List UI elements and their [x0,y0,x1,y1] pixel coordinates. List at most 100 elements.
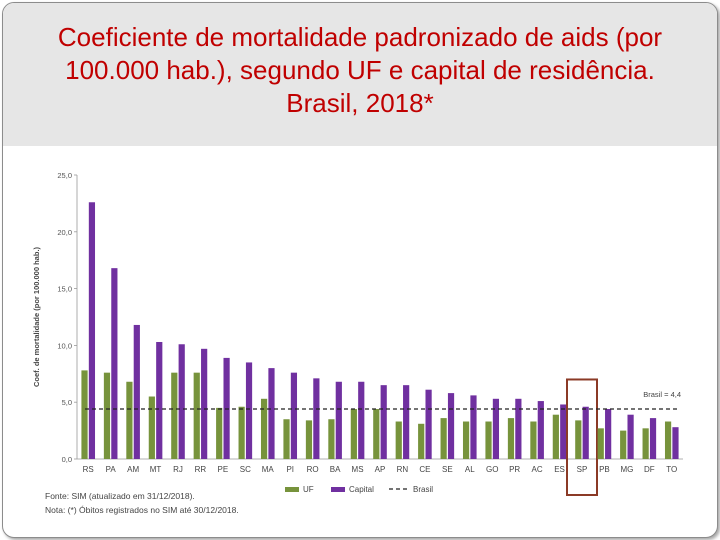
bar-uf-ce [418,423,425,459]
bar-capital-to [672,427,679,459]
bar-capital-ce [425,389,432,459]
bar-uf-sp [575,420,582,459]
bar-capital-pr [515,398,522,459]
bar-uf-rj [171,372,178,459]
x-tick-label: AL [465,465,475,474]
bar-chart: 0,0 5,0 10,0 15,0 20,0 25,0 Coef. de mortalida… [32,171,683,496]
bar-capital-ba [335,381,342,459]
x-tick-label: SP [577,465,588,474]
bar-uf-to [664,421,672,459]
x-tick-label: GO [486,465,498,474]
x-tick-label: SE [442,465,453,474]
x-tick-label: TO [666,465,677,474]
bar-uf-ro [305,420,313,459]
bar-uf-mt [148,396,155,459]
x-tick-label: BA [330,465,341,474]
x-tick-label: CE [419,465,430,474]
bar-capital-rs [88,202,96,459]
legend-swatch-capital [331,487,345,492]
bar-capital-se [447,393,455,459]
x-tick-label: RR [195,465,207,474]
x-tick-label: MA [262,465,275,474]
bar-uf-ap [373,409,380,459]
bar-uf-ms [350,409,357,459]
bar-capital-pi [290,372,298,459]
bar-capital-ap [380,385,387,459]
bar-uf-es [552,414,559,459]
source-note: Fonte: SIM (atualizado em 31/12/2018). [45,491,195,501]
x-tick-label: PE [218,465,229,474]
bar-capital-df [649,418,657,459]
bar-capital-sc [245,362,253,459]
x-tick-label: MT [150,465,162,474]
x-tick-label: RO [307,465,319,474]
highlight-box-sp [566,378,598,496]
bar-capital-mt [156,341,163,459]
x-tick-label: AM [127,465,139,474]
bar-uf-pa [103,372,111,459]
x-tick-label: AP [375,465,386,474]
legend-swatch-uf [285,487,299,492]
bar-uf-se [440,418,447,459]
bar-uf-rn [395,421,402,459]
bar-capital-am [133,324,140,459]
x-tick-label: ES [554,465,565,474]
bar-capital-rr [201,348,208,459]
brasil-reference-label: Brasil = 4,4 [643,390,681,399]
bar-uf-go [485,421,492,459]
legend-label-uf: UF [303,485,314,494]
bar-uf-ba [328,419,335,459]
bar-capital-pb [605,409,612,459]
title-band: Coeficiente de mortalidade padronizado d… [3,3,717,146]
bar-uf-mg [620,430,627,459]
bar-uf-sc [238,406,245,459]
legend-label-brasil: Brasil [413,485,433,494]
bar-capital-ms [358,381,365,459]
x-tick-label: PA [106,465,117,474]
bar-capital-sp [582,406,589,459]
bar-uf-al [462,421,470,459]
bar-uf-df [642,428,649,459]
bar-uf-pi [283,419,290,459]
bar-capital-al [470,395,477,459]
bar-capital-ro [313,378,320,459]
y-tick-label: 15,0 [57,285,72,294]
bar-capital-rn [403,385,410,459]
slide-title: Coeficiente de mortalidade padronizado d… [57,22,663,118]
bar-capital-ac [537,401,544,459]
x-tick-label: PI [286,465,294,474]
y-tick-label: 10,0 [57,341,72,350]
y-tick-label: 25,0 [57,171,72,180]
x-tick-label: PB [599,465,610,474]
y-tick-label: 20,0 [57,228,72,237]
bar-capital-mg [627,414,634,459]
bar-uf-ac [530,421,537,459]
bar-uf-am [126,381,133,459]
chart-area: 0,0 5,0 10,0 15,0 20,0 25,0 Coef. de mortalida… [15,150,705,522]
y-axis-title: Coef. de mortalidade (por 100.000 hab.) [32,246,41,387]
x-tick-label: AC [532,465,543,474]
bar-uf-rs [81,370,88,459]
bar-capital-go [492,398,500,459]
x-tick-label: MG [620,465,633,474]
x-tick-label: SC [240,465,251,474]
x-tick-label: MS [352,465,364,474]
y-tick-label: 0,0 [62,455,72,464]
bar-capital-es [560,404,567,459]
x-tick-label: DF [644,465,655,474]
bar-uf-pe [216,407,223,459]
y-tick-label: 5,0 [62,398,72,407]
bar-capital-pa [111,268,118,459]
bar-capital-rj [178,344,185,459]
x-tick-label: PR [509,465,520,474]
bar-uf-ma [260,398,268,459]
x-tick-label: RN [397,465,409,474]
x-tick-label: RJ [173,465,183,474]
bar-uf-pb [597,428,604,459]
legend-label-capital: Capital [349,485,374,494]
bar-capital-ma [268,368,275,459]
bar-uf-rr [193,372,200,459]
bar-uf-pr [507,418,515,459]
x-tick-label: RS [83,465,94,474]
